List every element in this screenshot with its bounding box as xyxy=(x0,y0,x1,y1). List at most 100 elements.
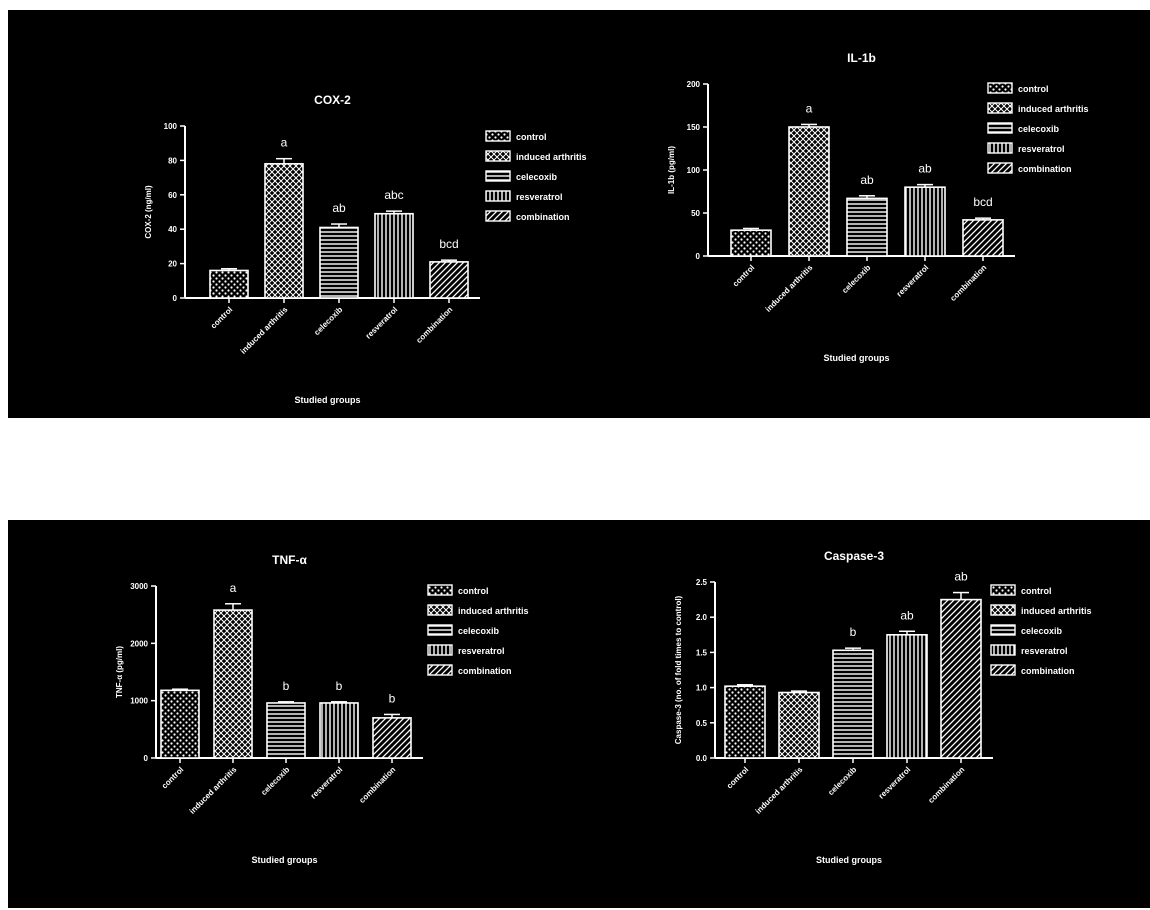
bar-combination xyxy=(372,717,412,759)
legend-swatch xyxy=(990,604,1016,616)
charts-svg-top: COX-2 0 20 40 60 80 100 COX-2 (ng/ml) control a in… xyxy=(144,51,1089,405)
y-tick-label: 40 xyxy=(168,225,177,234)
x-tick-label: resveratrol xyxy=(309,765,345,801)
x-tick-label: control xyxy=(209,305,235,331)
legend-label: control xyxy=(1021,586,1052,596)
legend-swatch xyxy=(990,664,1016,676)
significance-label: a xyxy=(806,101,813,115)
legend-label: resveratrol xyxy=(458,646,505,656)
legend-swatch xyxy=(427,664,453,676)
y-tick-label: 1000 xyxy=(130,697,148,706)
legend-swatch xyxy=(987,162,1013,174)
x-tick-label: celecoxib xyxy=(840,263,872,295)
chart-title: IL-1b xyxy=(847,51,876,65)
x-tick-label: induced arthritis xyxy=(239,305,290,356)
legend-label: control xyxy=(516,132,547,142)
x-tick-label: control xyxy=(725,765,751,791)
chart-tnf-alpha: TNF-α 0 1000 2000 3000 TNF-α (pg/ml) control a i… xyxy=(115,553,529,865)
legend-swatch xyxy=(990,584,1016,596)
bar-induced-arthritis xyxy=(264,163,304,299)
y-axis-label: IL-1b (pg/ml) xyxy=(667,146,676,194)
x-tick-label: induced arthritis xyxy=(188,765,239,816)
y-tick-label: 0 xyxy=(696,252,701,261)
y-tick-label: 0.0 xyxy=(696,754,708,763)
chart-caspase3: Caspase-3 0.0 0.5 1.0 1.5 2.0 2.5 Caspase-3 (no… xyxy=(674,549,1092,865)
legend-label: resveratrol xyxy=(516,192,563,202)
x-tick-label: celecoxib xyxy=(826,765,858,797)
legend-label: combination xyxy=(516,212,570,222)
legend-label: combination xyxy=(1021,666,1075,676)
bar-resveratrol xyxy=(886,634,928,759)
chart-cox2: COX-2 0 20 40 60 80 100 COX-2 (ng/ml) control a in… xyxy=(144,93,587,405)
bar-resveratrol xyxy=(374,212,414,299)
y-tick-label: 0 xyxy=(144,754,149,763)
significance-label: b xyxy=(336,679,343,693)
x-tick-label: resveratrol xyxy=(364,305,400,341)
legend-label: resveratrol xyxy=(1018,144,1065,154)
legend-label: resveratrol xyxy=(1021,646,1068,656)
y-axis-label: COX-2 (ng/ml) xyxy=(144,185,153,239)
x-tick-label: combination xyxy=(926,765,966,805)
y-tick-label: 100 xyxy=(164,122,178,131)
bar-induced-arthritis xyxy=(788,126,830,257)
x-axis-label: Studied groups xyxy=(252,855,318,865)
legend-swatch xyxy=(987,122,1013,134)
x-tick-label: induced arthritis xyxy=(754,765,805,816)
bar-control xyxy=(160,689,200,759)
x-axis-label: Studied groups xyxy=(816,855,882,865)
y-tick-label: 2.5 xyxy=(696,578,708,587)
legend-swatch xyxy=(485,130,511,142)
y-axis-label: TNF-α (pg/ml) xyxy=(115,646,124,698)
chart-title: COX-2 xyxy=(314,93,351,107)
legend-label: combination xyxy=(1018,164,1072,174)
x-tick-label: celecoxib xyxy=(259,765,291,797)
legend-label: celecoxib xyxy=(516,172,558,182)
legend-swatch xyxy=(485,210,511,222)
bar-combination xyxy=(962,219,1004,257)
legend-label: induced arthritis xyxy=(516,152,587,162)
bar-control xyxy=(209,269,249,299)
y-tick-label: 3000 xyxy=(130,582,148,591)
legend-swatch xyxy=(427,604,453,616)
chart-title: Caspase-3 xyxy=(824,549,884,563)
x-tick-label: induced arthritis xyxy=(764,263,815,314)
bar-celecoxib xyxy=(832,649,874,759)
x-tick-label: celecoxib xyxy=(312,305,344,337)
legend-swatch xyxy=(485,170,511,182)
bar-celecoxib xyxy=(319,226,359,299)
charts-svg-bottom: TNF-α 0 1000 2000 3000 TNF-α (pg/ml) control a i… xyxy=(115,549,1092,865)
bar-celecoxib xyxy=(846,197,888,257)
x-tick-label: combination xyxy=(414,305,454,345)
x-tick-label: control xyxy=(160,765,186,791)
significance-label: bcd xyxy=(439,237,458,251)
x-tick-label: resveratrol xyxy=(877,765,913,801)
legend-label: induced arthritis xyxy=(1021,606,1092,616)
y-tick-label: 20 xyxy=(168,260,177,269)
legend-label: celecoxib xyxy=(458,626,500,636)
significance-label: b xyxy=(389,691,396,705)
y-tick-label: 0.5 xyxy=(696,719,708,728)
significance-label: abc xyxy=(384,188,403,202)
y-tick-label: 200 xyxy=(687,80,701,89)
x-axis-label: Studied groups xyxy=(295,395,361,405)
significance-label: ab xyxy=(918,162,932,176)
bar-celecoxib xyxy=(266,702,306,759)
y-tick-label: 100 xyxy=(687,166,701,175)
legend-label: celecoxib xyxy=(1021,626,1063,636)
legend-label: induced arthritis xyxy=(1018,104,1089,114)
x-tick-label: resveratrol xyxy=(895,263,931,299)
legend-label: control xyxy=(458,586,489,596)
legend-swatch xyxy=(427,624,453,636)
figure-panel-bottom: TNF-α 0 1000 2000 3000 TNF-α (pg/ml) control a i… xyxy=(8,520,1150,908)
legend-label: control xyxy=(1018,84,1049,94)
bar-combination xyxy=(940,598,982,759)
bar-resveratrol xyxy=(904,186,946,257)
y-tick-label: 80 xyxy=(168,156,177,165)
figure-panel-top: COX-2 0 20 40 60 80 100 COX-2 (ng/ml) control a in… xyxy=(8,10,1150,418)
bar-control xyxy=(724,685,766,759)
legend-label: combination xyxy=(458,666,512,676)
significance-label: ab xyxy=(900,608,914,622)
bar-induced-arthritis xyxy=(778,691,820,759)
legend-swatch xyxy=(485,150,511,162)
y-tick-label: 2.0 xyxy=(696,613,708,622)
